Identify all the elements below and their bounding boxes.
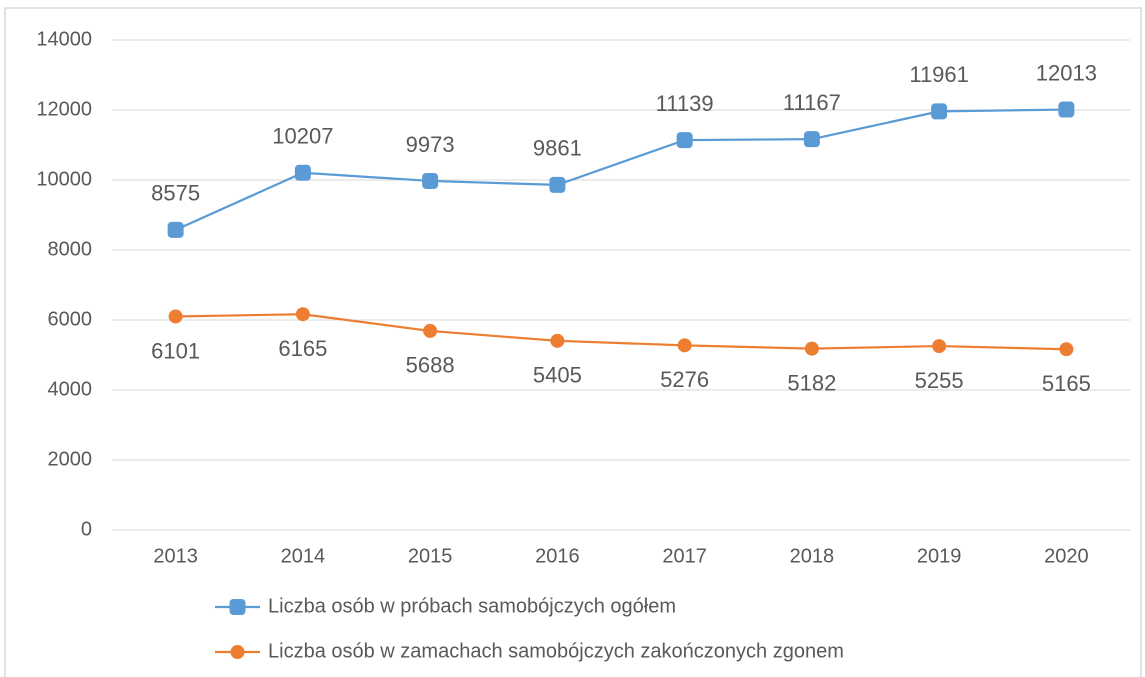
data-label: 5276 — [660, 367, 709, 392]
series-line — [175, 108, 1067, 231]
x-tick-label: 2016 — [535, 545, 580, 567]
data-point — [932, 339, 947, 354]
y-tick-label: 10000 — [36, 168, 92, 190]
x-tick-label: 2018 — [790, 545, 835, 567]
data-point — [167, 221, 184, 238]
x-tick-label: 2020 — [1044, 545, 1089, 567]
data-label: 5688 — [406, 353, 455, 378]
y-tick-label: 6000 — [48, 308, 93, 330]
data-point — [422, 172, 439, 189]
data-label: 5405 — [533, 363, 582, 388]
x-tick-label: 2014 — [281, 545, 326, 567]
legend-label: Liczba osób w zamachach samobójczych zak… — [268, 640, 844, 662]
series-line — [175, 313, 1067, 351]
data-point — [676, 132, 693, 149]
data-point — [294, 164, 311, 181]
y-tick-label: 12000 — [36, 98, 92, 120]
data-label: 5255 — [915, 368, 964, 393]
data-label: 10207 — [272, 124, 333, 149]
y-tick-label: 2000 — [48, 448, 93, 470]
data-label: 6165 — [278, 336, 327, 361]
y-tick-label: 4000 — [48, 378, 93, 400]
data-point — [931, 103, 948, 120]
data-point — [549, 176, 566, 193]
x-tick-label: 2019 — [917, 545, 962, 567]
data-point — [423, 323, 438, 338]
y-tick-label: 14000 — [36, 28, 92, 50]
data-point — [677, 338, 692, 353]
data-point — [229, 599, 246, 615]
data-point — [1058, 101, 1075, 118]
data-point — [168, 309, 183, 324]
y-tick-label: 0 — [81, 518, 92, 540]
data-point — [550, 333, 565, 348]
data-label: 9973 — [406, 132, 455, 157]
data-label: 12013 — [1036, 60, 1097, 85]
data-point — [803, 131, 820, 148]
data-point — [295, 307, 310, 322]
data-label: 9861 — [533, 136, 582, 161]
data-label: 11167 — [783, 90, 841, 115]
data-point — [1059, 342, 1074, 357]
data-label: 6101 — [151, 338, 200, 363]
data-label: 5165 — [1042, 371, 1091, 396]
data-point — [804, 341, 819, 356]
data-label: 11139 — [656, 91, 714, 116]
x-tick-label: 2017 — [662, 545, 707, 567]
x-tick-label: 2013 — [153, 545, 198, 567]
x-tick-label: 2015 — [408, 545, 453, 567]
data-label: 5182 — [787, 370, 836, 395]
chart-frame — [4, 7, 1142, 677]
data-label: 8575 — [151, 181, 200, 206]
data-label: 11961 — [909, 62, 969, 87]
y-tick-label: 8000 — [48, 238, 93, 260]
data-point — [230, 645, 245, 659]
legend-label: Liczba osób w próbach samobójczych ogółe… — [268, 595, 676, 617]
